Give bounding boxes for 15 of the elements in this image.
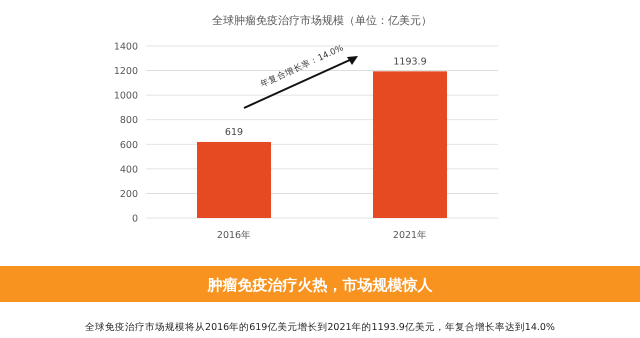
y-tick-label: 600 <box>120 140 138 151</box>
data-label: 1193.9 <box>393 56 427 68</box>
y-tick-label: 0 <box>132 214 138 224</box>
y-tick-label: 1200 <box>114 66 138 78</box>
text: 肿瘤免疫治疗火热，市场规模惊人 <box>206 276 434 294</box>
text: 全球免疫治疗市场规模将从2016年的619亿美元增长到2021年的1193.9亿美元，年复合增长率达到14.0% <box>85 321 555 333</box>
y-tick-label: 1000 <box>114 90 138 102</box>
data-label: 619 <box>224 126 244 138</box>
y-tick-label: 1400 <box>114 42 138 52</box>
y-tick-label: 400 <box>120 164 138 176</box>
y-tick-label: 800 <box>120 115 138 126</box>
x-tick-label: 2021年 <box>392 229 428 241</box>
chart-title: 全球肿瘤免疫治疗市场规模（单位：亿美元） <box>212 14 432 27</box>
x-tick-label: 2016年 <box>216 229 252 241</box>
y-tick-label: 200 <box>120 188 138 200</box>
